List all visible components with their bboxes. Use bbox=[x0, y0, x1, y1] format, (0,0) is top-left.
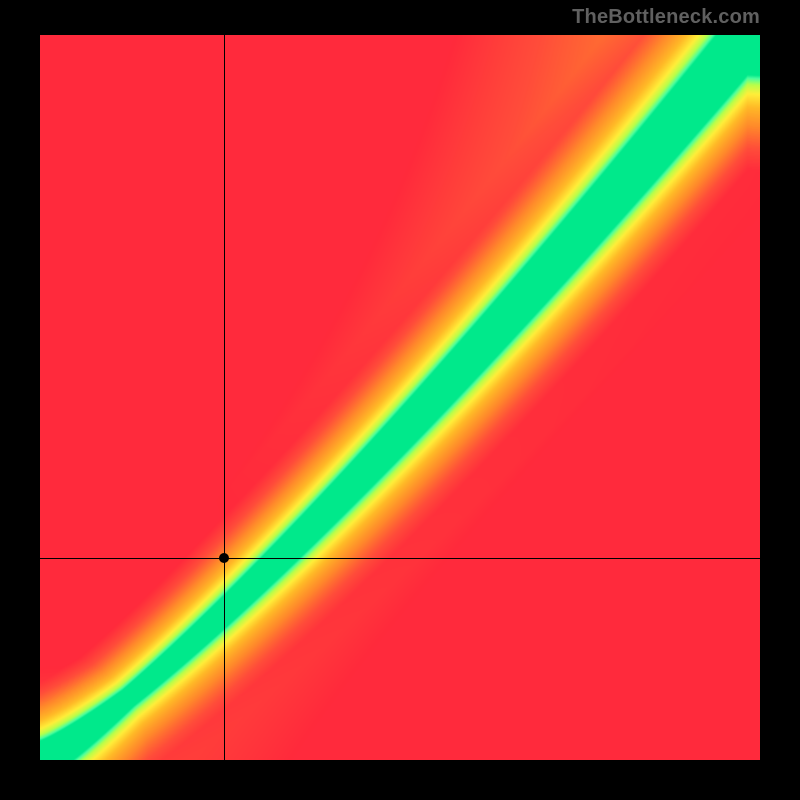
watermark-text: TheBottleneck.com bbox=[572, 6, 760, 29]
chart-frame: TheBottleneck.com bbox=[0, 0, 800, 800]
crosshair-vertical bbox=[224, 35, 225, 760]
selection-marker bbox=[219, 553, 229, 563]
plot-area bbox=[40, 35, 760, 760]
crosshair-horizontal bbox=[40, 558, 760, 559]
heatmap-canvas bbox=[40, 35, 760, 760]
